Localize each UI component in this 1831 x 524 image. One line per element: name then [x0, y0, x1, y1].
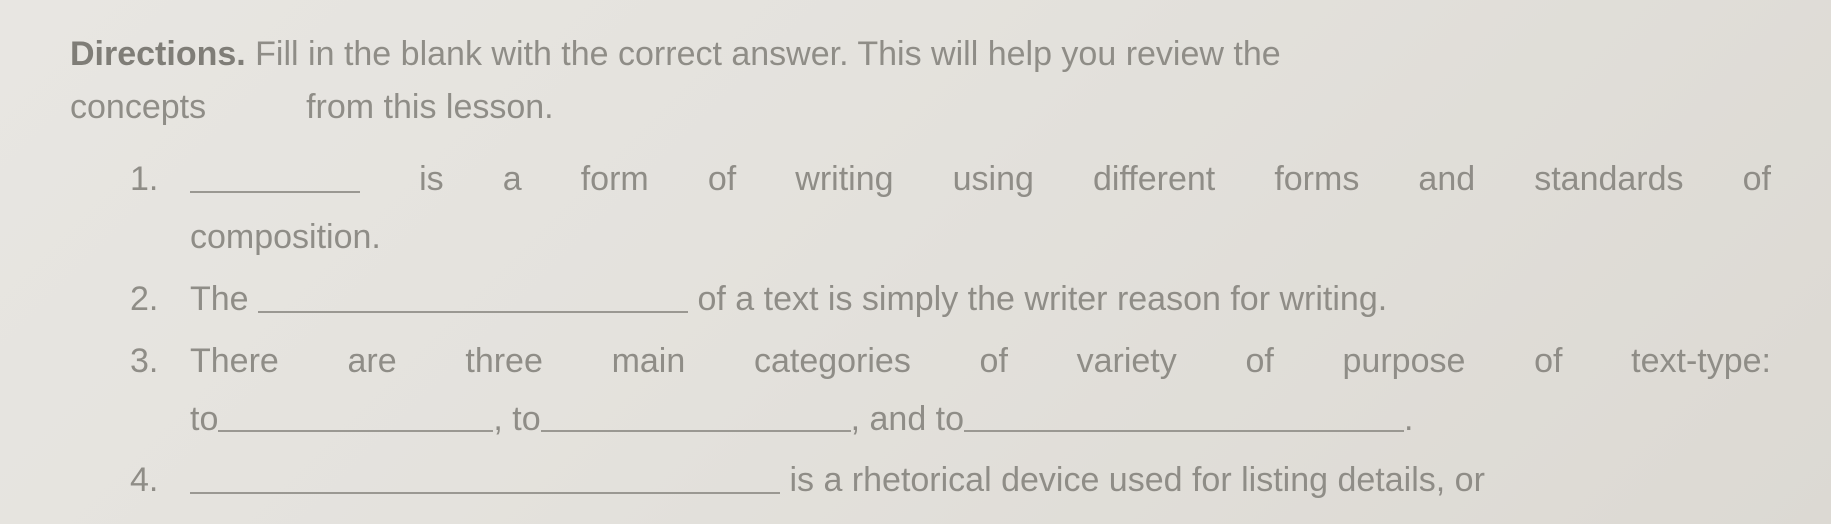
- question-text: is a rhetorical device used for listing …: [780, 461, 1485, 499]
- questions-list: is a form of writing using different for…: [190, 151, 1771, 524]
- question-line: to , to , and to.: [190, 391, 1771, 449]
- question-text: composition.: [190, 218, 381, 256]
- question-line: composition.: [190, 209, 1771, 267]
- question-line: a process of mentioning words or phrases…: [190, 510, 1771, 524]
- fill-blank[interactable]: [218, 395, 493, 433]
- question-text: of a text is simply the writer reason fo…: [688, 280, 1387, 318]
- question-item: is a form of writing using different for…: [190, 151, 1771, 267]
- question-text: , to: [493, 400, 540, 438]
- question-text: to: [190, 400, 218, 438]
- directions-block: Directions. Fill in the blank with the c…: [70, 28, 1771, 133]
- question-text: There are three main categories of varie…: [190, 342, 1771, 380]
- question-text: is a form of writing using different for…: [360, 160, 1771, 198]
- question-line: is a rhetorical device used for listing …: [190, 452, 1771, 510]
- question-text: a process of mentioning words or phrases…: [190, 519, 1023, 524]
- directions-line1: Directions. Fill in the blank with the c…: [70, 28, 1771, 81]
- fill-blank[interactable]: [258, 275, 688, 313]
- fill-blank[interactable]: [190, 456, 780, 494]
- fill-blank[interactable]: [190, 155, 360, 193]
- directions-line2: concepts from this lesson.: [70, 81, 1771, 134]
- question-line: There are three main categories of varie…: [190, 333, 1771, 391]
- directions-label: Directions.: [70, 35, 246, 73]
- question-line: is a form of writing using different for…: [190, 151, 1771, 209]
- question-item: is a rhetorical device used for listing …: [190, 452, 1771, 524]
- question-item: There are three main categories of varie…: [190, 333, 1771, 449]
- directions-text-2a: concepts: [70, 88, 206, 126]
- fill-blank[interactable]: [964, 395, 1404, 433]
- question-item: The of a text is simply the writer reaso…: [190, 271, 1771, 329]
- question-text: , and to: [851, 400, 964, 438]
- question-line: The of a text is simply the writer reaso…: [190, 271, 1771, 329]
- directions-text-1: Fill in the blank with the correct answe…: [246, 35, 1281, 73]
- fill-blank[interactable]: [541, 395, 851, 433]
- directions-text-2b: from this lesson.: [306, 88, 554, 126]
- question-text: .: [1404, 400, 1413, 438]
- question-text: The: [190, 280, 258, 318]
